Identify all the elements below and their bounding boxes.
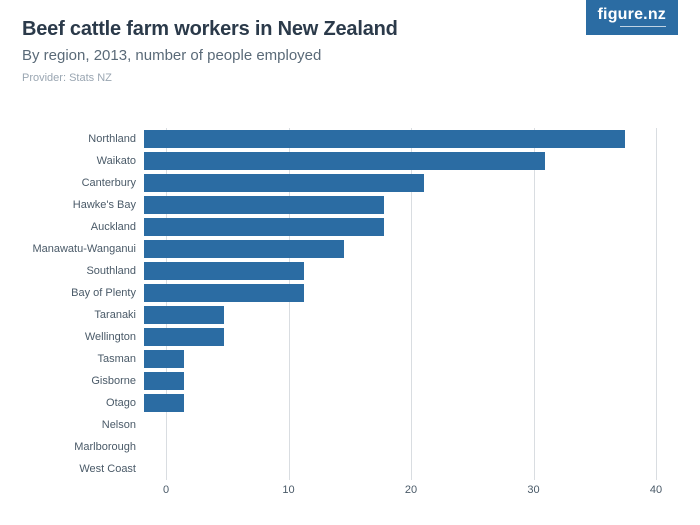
y-category-label: Northland <box>22 133 144 145</box>
chart-row: Nelson <box>22 414 678 436</box>
y-category-label: Bay of Plenty <box>22 287 144 299</box>
chart-row: Manawatu-Wanganui <box>22 238 678 260</box>
bar <box>144 394 184 412</box>
bar <box>144 152 545 170</box>
bar <box>144 240 344 258</box>
bar-track <box>144 414 678 436</box>
x-tick-label: 40 <box>650 484 662 496</box>
bar-track <box>144 128 678 150</box>
x-tick-label: 20 <box>405 484 417 496</box>
bar <box>144 218 384 236</box>
chart-row: Gisborne <box>22 370 678 392</box>
bar <box>144 306 224 324</box>
y-category-label: Manawatu-Wanganui <box>22 243 144 255</box>
bar-track <box>144 282 678 304</box>
x-tick-label: 0 <box>163 484 169 496</box>
chart-row: Tasman <box>22 348 678 370</box>
y-category-label: Hawke's Bay <box>22 199 144 211</box>
chart-row: West Coast <box>22 458 678 480</box>
bars-region: Northland Waikato Canterbury Hawke's Bay Auc… <box>22 128 678 480</box>
bar-track <box>144 392 678 414</box>
logo-text: figure.nz <box>598 6 666 23</box>
chart-row: Auckland <box>22 216 678 238</box>
bar-track <box>144 304 678 326</box>
y-category-label: Canterbury <box>22 177 144 189</box>
bar <box>144 328 224 346</box>
x-tick-label: 30 <box>527 484 539 496</box>
chart-row: Taranaki <box>22 304 678 326</box>
chart-row: Northland <box>22 128 678 150</box>
chart-row: Canterbury <box>22 172 678 194</box>
x-axis: 010203040 <box>166 484 656 504</box>
y-category-label: Auckland <box>22 221 144 233</box>
x-tick-label: 10 <box>282 484 294 496</box>
bar-track <box>144 216 678 238</box>
chart-row: Waikato <box>22 150 678 172</box>
bar-track <box>144 172 678 194</box>
y-category-label: Southland <box>22 265 144 277</box>
y-category-label: Gisborne <box>22 375 144 387</box>
bar-track <box>144 326 678 348</box>
y-category-label: Marlborough <box>22 441 144 453</box>
bar-track <box>144 348 678 370</box>
bar <box>144 284 304 302</box>
y-category-label: Tasman <box>22 353 144 365</box>
bar <box>144 130 625 148</box>
logo-badge: figure.nz <box>586 0 678 35</box>
chart-row: Otago <box>22 392 678 414</box>
chart-row: Southland <box>22 260 678 282</box>
chart-row: Hawke's Bay <box>22 194 678 216</box>
bar-chart: Northland Waikato Canterbury Hawke's Bay Auc… <box>22 128 678 504</box>
bar-track <box>144 238 678 260</box>
chart-row: Bay of Plenty <box>22 282 678 304</box>
chart-title: Beef cattle farm workers in New Zealand <box>22 18 678 41</box>
bar <box>144 372 184 390</box>
y-category-label: Otago <box>22 397 144 409</box>
bar-track <box>144 150 678 172</box>
bar-track <box>144 194 678 216</box>
bar-track <box>144 260 678 282</box>
y-category-label: Taranaki <box>22 309 144 321</box>
bar-track <box>144 436 678 458</box>
bar-track <box>144 370 678 392</box>
bar <box>144 350 184 368</box>
chart-row: Marlborough <box>22 436 678 458</box>
bar-track <box>144 458 678 480</box>
y-category-label: West Coast <box>22 463 144 475</box>
chart-subtitle: By region, 2013, number of people employ… <box>22 47 678 64</box>
y-category-label: Nelson <box>22 419 144 431</box>
chart-row: Wellington <box>22 326 678 348</box>
bar <box>144 196 384 214</box>
chart-provider: Provider: Stats NZ <box>22 72 678 84</box>
y-category-label: Wellington <box>22 331 144 343</box>
bar <box>144 174 424 192</box>
logo-underline <box>620 26 666 27</box>
y-category-label: Waikato <box>22 155 144 167</box>
bar <box>144 262 304 280</box>
